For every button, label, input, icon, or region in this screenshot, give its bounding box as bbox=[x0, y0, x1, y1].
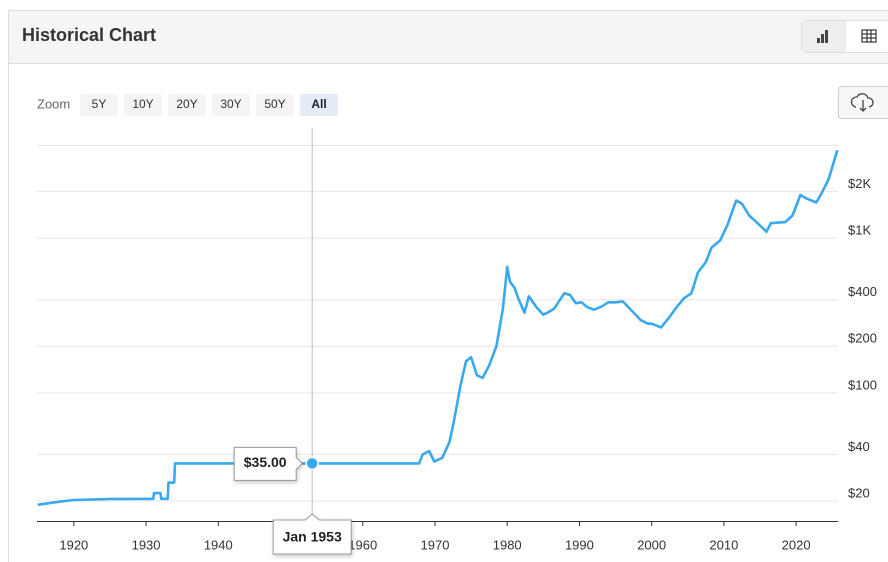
hover-point bbox=[305, 456, 319, 471]
value-tooltip: $35.00 bbox=[233, 446, 303, 481]
tooltip-date: Jan 1953 bbox=[283, 529, 342, 545]
zoom-button[interactable]: 20Y bbox=[168, 94, 206, 116]
table-view-button[interactable] bbox=[861, 29, 877, 43]
zoom-button-bg bbox=[80, 94, 118, 116]
card bbox=[8, 10, 888, 562]
zoom-button[interactable]: 10Y bbox=[124, 94, 162, 116]
plot: $20$40$100$200$400$1K$2K1920193019401950… bbox=[37, 128, 877, 555]
view-toggle bbox=[801, 20, 888, 53]
download-icon bbox=[850, 93, 874, 112]
icon bbox=[861, 29, 877, 43]
zoom-button[interactable]: 50Y bbox=[256, 94, 294, 116]
x-tick-label: 2020 bbox=[782, 537, 811, 552]
x-tick-label: 1980 bbox=[493, 537, 522, 552]
y-tick-label: $2K bbox=[848, 176, 871, 191]
zoom-button-label: 20Y bbox=[176, 97, 197, 111]
icon bbox=[821, 34, 824, 43]
x-tick-label: 2000 bbox=[637, 537, 666, 552]
card-header bbox=[9, 11, 888, 63]
tooltip-box bbox=[272, 513, 352, 555]
x-tick-label: 1940 bbox=[204, 537, 233, 552]
zoom-label: Zoom bbox=[37, 96, 70, 111]
icon bbox=[817, 38, 820, 43]
zoom-button[interactable]: All bbox=[300, 94, 338, 116]
x-tick-label: 1960 bbox=[348, 537, 377, 552]
x-tick-label: 1930 bbox=[132, 537, 161, 552]
y-tick-label: $200 bbox=[848, 331, 877, 346]
x-tick-label: 1990 bbox=[565, 537, 594, 552]
icon bbox=[825, 30, 828, 43]
zoom-button-bg bbox=[300, 94, 338, 116]
x-tick-label: 2010 bbox=[709, 537, 738, 552]
tooltip-value: $35.00 bbox=[244, 454, 287, 470]
download-button[interactable] bbox=[838, 86, 888, 119]
zoom-button[interactable]: 5Y bbox=[80, 94, 118, 116]
chart-title: Historical Chart bbox=[22, 25, 156, 45]
zoom-button[interactable]: 30Y bbox=[212, 94, 250, 116]
y-tick-label: $20 bbox=[848, 485, 870, 500]
y-tick-label: $1K bbox=[848, 223, 871, 238]
zoom-buttons: 5Y 10Y 20Y 30Y 50Y All bbox=[80, 94, 338, 116]
y-tick-label: $100 bbox=[848, 377, 877, 392]
zoom-button-label: 50Y bbox=[264, 97, 285, 111]
x-tick-label: 1920 bbox=[59, 537, 88, 552]
zoom-button-bg bbox=[124, 94, 162, 116]
zoom-button-bg bbox=[168, 94, 206, 116]
zoom-button-bg bbox=[212, 94, 250, 116]
x-tooltip: Jan 1953 bbox=[272, 513, 352, 555]
zoom-button-label: 5Y bbox=[92, 97, 107, 111]
y-tick-label: $40 bbox=[848, 439, 870, 454]
zoom-button-label: 10Y bbox=[132, 97, 153, 111]
x-tick-label: 1970 bbox=[421, 537, 450, 552]
tooltip-box bbox=[233, 446, 303, 481]
zoom-button-label: All bbox=[311, 97, 326, 111]
y-tick-label: $400 bbox=[848, 284, 877, 299]
zoom-button-bg bbox=[256, 94, 294, 116]
zoom-button-label: 30Y bbox=[220, 97, 241, 111]
